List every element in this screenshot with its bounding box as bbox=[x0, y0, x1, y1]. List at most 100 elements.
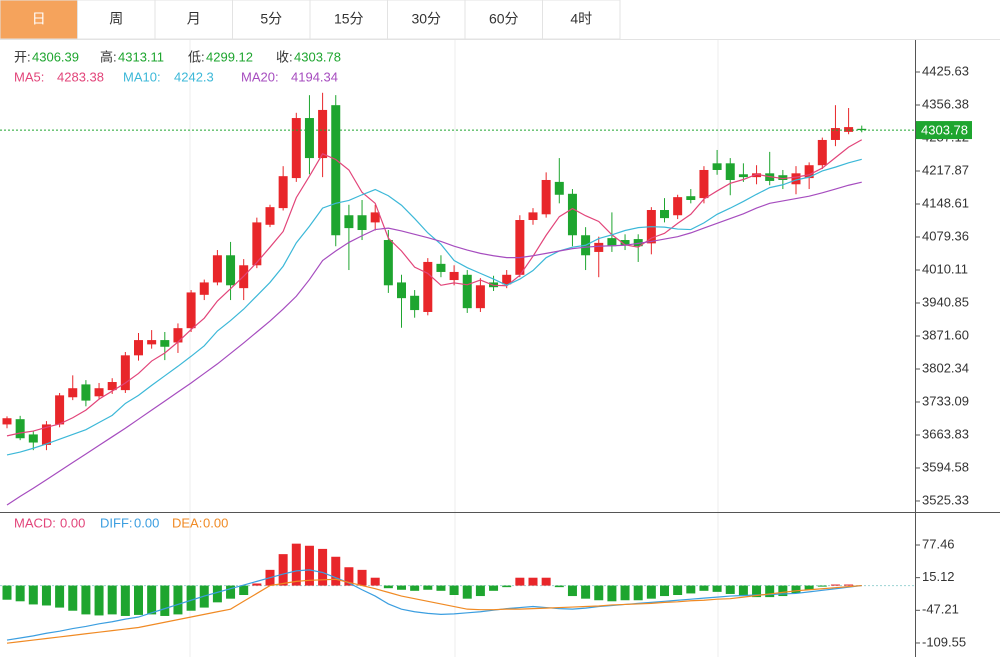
candle-body bbox=[738, 174, 748, 178]
macd-bar bbox=[397, 585, 406, 590]
macd-bar bbox=[646, 585, 656, 599]
candle-body bbox=[857, 128, 867, 131]
legend-value: 0.00 bbox=[60, 515, 85, 530]
candle-body bbox=[186, 292, 196, 329]
candle-body bbox=[502, 274, 512, 285]
candle-body bbox=[515, 220, 525, 275]
macd-bar bbox=[607, 585, 617, 602]
candle-body bbox=[28, 434, 38, 443]
tab[interactable]: 30分 bbox=[387, 0, 466, 40]
ma-line bbox=[6, 181, 862, 506]
y-tick-label: 4217.87 bbox=[922, 162, 969, 177]
legend-label: MA5: bbox=[14, 69, 44, 84]
candle-body bbox=[278, 176, 288, 209]
candle-body bbox=[607, 238, 617, 247]
candle-body bbox=[160, 340, 170, 347]
candle-body bbox=[291, 118, 301, 179]
candle-body bbox=[212, 255, 222, 283]
y-tick-label: 4148.61 bbox=[922, 195, 969, 210]
candle-body bbox=[397, 282, 406, 299]
macd-bar bbox=[107, 585, 117, 615]
tab[interactable]: 5分 bbox=[232, 0, 311, 40]
candle-body bbox=[318, 109, 328, 159]
macd-bar bbox=[581, 585, 591, 599]
candle-body bbox=[304, 118, 314, 159]
tab[interactable]: 60分 bbox=[464, 0, 543, 40]
macd-bar bbox=[173, 585, 183, 615]
candle-body bbox=[226, 255, 236, 286]
candle-body bbox=[120, 355, 130, 391]
candle-body bbox=[81, 384, 91, 401]
tab[interactable]: 周 bbox=[77, 0, 156, 40]
divider-lines bbox=[189, 40, 719, 657]
y-tick-label: 15.12 bbox=[922, 569, 955, 584]
tab-label: 15分 bbox=[334, 11, 364, 27]
macd-bar bbox=[383, 585, 393, 589]
macd-line bbox=[6, 569, 862, 641]
macd-bar bbox=[554, 585, 564, 588]
candle-body bbox=[633, 239, 643, 247]
y-tick-label: 3802.34 bbox=[922, 360, 969, 375]
candle-body bbox=[844, 127, 854, 132]
last-price-label: 4303.78 bbox=[921, 123, 968, 138]
legend-value: 4283.38 bbox=[57, 69, 104, 84]
ohlc-label: 低: bbox=[188, 49, 205, 64]
macd-bar bbox=[699, 585, 709, 591]
candle-body bbox=[541, 179, 551, 215]
candle-body bbox=[199, 282, 209, 295]
macd-bar bbox=[160, 585, 170, 616]
macd-bar bbox=[462, 585, 472, 599]
candle-body bbox=[265, 207, 275, 225]
tab[interactable]: 4时 bbox=[542, 0, 621, 40]
macd-bar bbox=[712, 585, 722, 592]
macd-bar bbox=[81, 585, 91, 615]
legend-value: 0.00 bbox=[134, 515, 159, 530]
macd-bar bbox=[94, 585, 104, 616]
legend-value: 4242.3 bbox=[174, 69, 214, 84]
tab-background bbox=[464, 0, 543, 40]
tab-background bbox=[387, 0, 466, 40]
ohlc-value: 4306.39 bbox=[32, 49, 79, 64]
candle-body bbox=[594, 242, 604, 252]
macd-bar bbox=[515, 577, 525, 586]
macd-bar bbox=[436, 585, 446, 591]
candle-body bbox=[712, 163, 722, 170]
candle-body bbox=[725, 163, 735, 180]
candle-body bbox=[804, 165, 814, 179]
tab-label: 30分 bbox=[411, 11, 441, 27]
macd-bar bbox=[68, 585, 78, 611]
candle-body bbox=[791, 173, 801, 185]
macd-bar bbox=[567, 585, 577, 597]
macd-bar bbox=[55, 585, 65, 608]
macd-bar bbox=[673, 585, 683, 596]
candle-body bbox=[554, 181, 564, 195]
macd-bar bbox=[844, 584, 854, 586]
macd-bar bbox=[528, 577, 538, 586]
macd-bar bbox=[765, 585, 775, 598]
ohlc-value: 4313.11 bbox=[118, 49, 164, 64]
macd-bar bbox=[541, 577, 551, 586]
ohlc-label: 开: bbox=[14, 49, 31, 64]
candle-body bbox=[41, 424, 51, 445]
macd-bar bbox=[331, 556, 341, 586]
tab[interactable]: 日 bbox=[0, 0, 78, 40]
candle-body bbox=[752, 173, 762, 178]
ohlc-value: 4303.78 bbox=[294, 49, 341, 64]
macd-bar bbox=[291, 543, 301, 586]
candle-body bbox=[2, 418, 12, 425]
tab-background bbox=[77, 0, 156, 40]
macd-bar bbox=[226, 585, 236, 599]
candle-body bbox=[344, 215, 354, 229]
tab[interactable]: 月 bbox=[154, 0, 233, 40]
macd-bar bbox=[212, 585, 222, 603]
tab[interactable]: 15分 bbox=[309, 0, 388, 40]
macd-bar bbox=[147, 585, 157, 615]
candle-body bbox=[383, 240, 393, 286]
legend-label: DEA: bbox=[172, 515, 202, 530]
candle-body bbox=[68, 388, 78, 398]
candle-body bbox=[620, 240, 630, 246]
y-tick-label: 3940.85 bbox=[922, 294, 969, 309]
macd-bar bbox=[449, 585, 459, 596]
candle-body bbox=[15, 419, 25, 439]
macd-bar bbox=[252, 583, 262, 586]
